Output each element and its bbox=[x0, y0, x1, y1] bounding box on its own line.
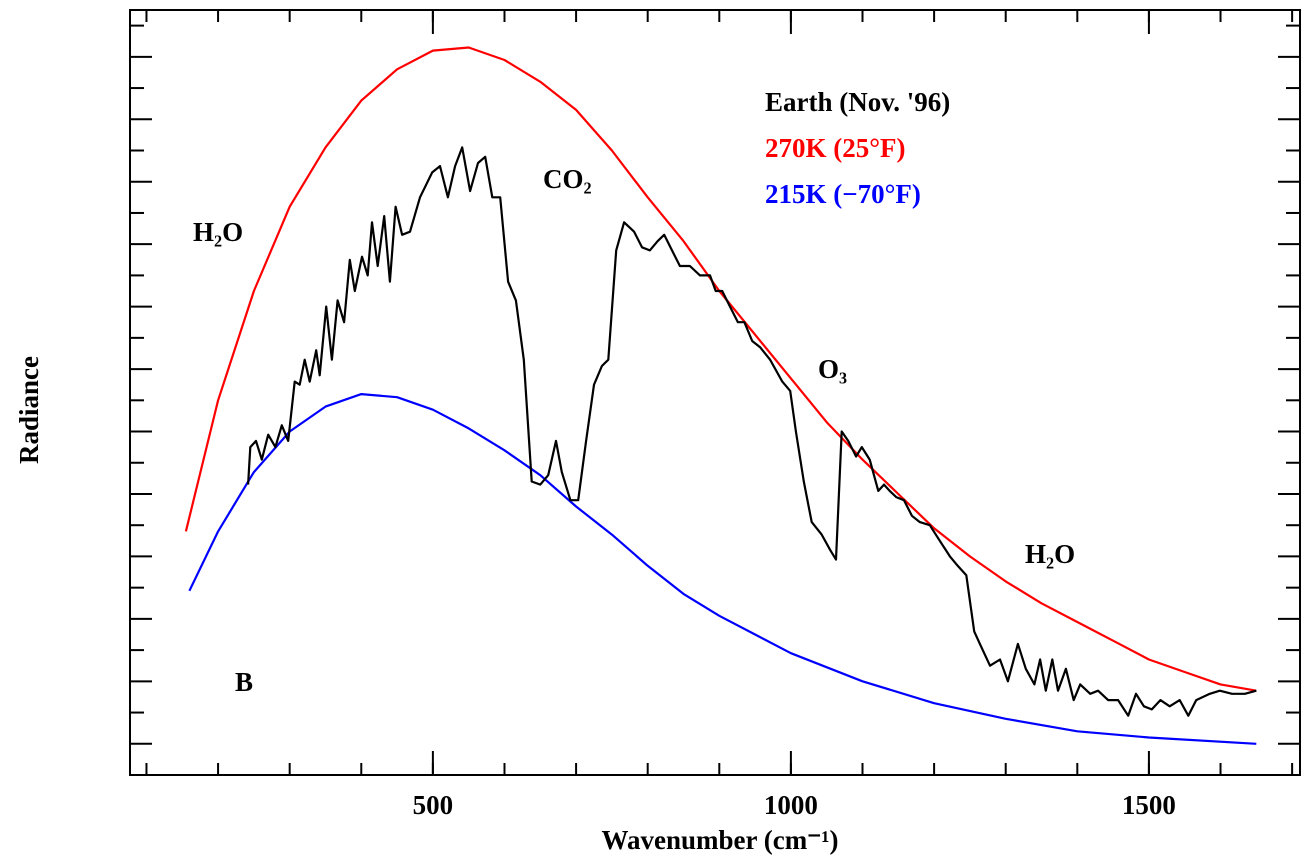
annotation: O₃ bbox=[818, 354, 847, 384]
x-tick-label: 1500 bbox=[1122, 790, 1176, 820]
legend-entry: 215K (−70°F) bbox=[765, 179, 921, 209]
x-tick-label: 1000 bbox=[764, 790, 818, 820]
annotation: B bbox=[235, 667, 253, 697]
annotation: H₂O bbox=[1025, 539, 1075, 569]
x-tick-label: 500 bbox=[413, 790, 454, 820]
x-axis-label: Wavenumber (cm⁻¹) bbox=[601, 825, 838, 855]
annotation: CO₂ bbox=[543, 164, 592, 194]
series-line bbox=[188, 393, 1257, 745]
series-line bbox=[247, 146, 1257, 717]
plot-frame bbox=[129, 9, 1301, 776]
annotation: H₂O bbox=[193, 217, 243, 247]
series-line bbox=[184, 46, 1257, 692]
legend-entry: Earth (Nov. '96) bbox=[765, 87, 950, 117]
y-axis-label: Radiance bbox=[14, 356, 44, 464]
legend-entry: 270K (25°F) bbox=[765, 133, 906, 163]
